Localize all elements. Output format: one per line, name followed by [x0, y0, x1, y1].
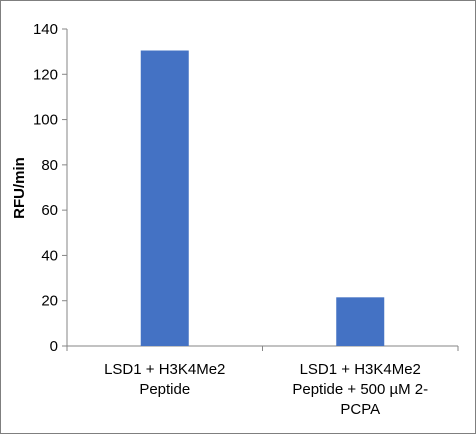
y-tick-label: 40: [41, 247, 58, 264]
category-label: LSD1 + H3K4Me2 Peptide: [104, 361, 225, 398]
y-tick-label: 140: [33, 21, 58, 38]
y-axis-title: RFU/min: [11, 157, 28, 219]
y-tick-label: 60: [41, 202, 58, 219]
bar: [336, 297, 384, 346]
y-tick-label: 80: [41, 157, 58, 174]
y-tick-label: 100: [33, 112, 58, 129]
bar: [141, 51, 189, 346]
y-tick-label: 20: [41, 293, 58, 310]
category-label: LSD1 + H3K4Me2 Peptide + 500 µM 2-PCPA: [292, 361, 428, 418]
y-tick-label: 120: [33, 66, 58, 83]
y-tick-label: 0: [50, 338, 58, 355]
